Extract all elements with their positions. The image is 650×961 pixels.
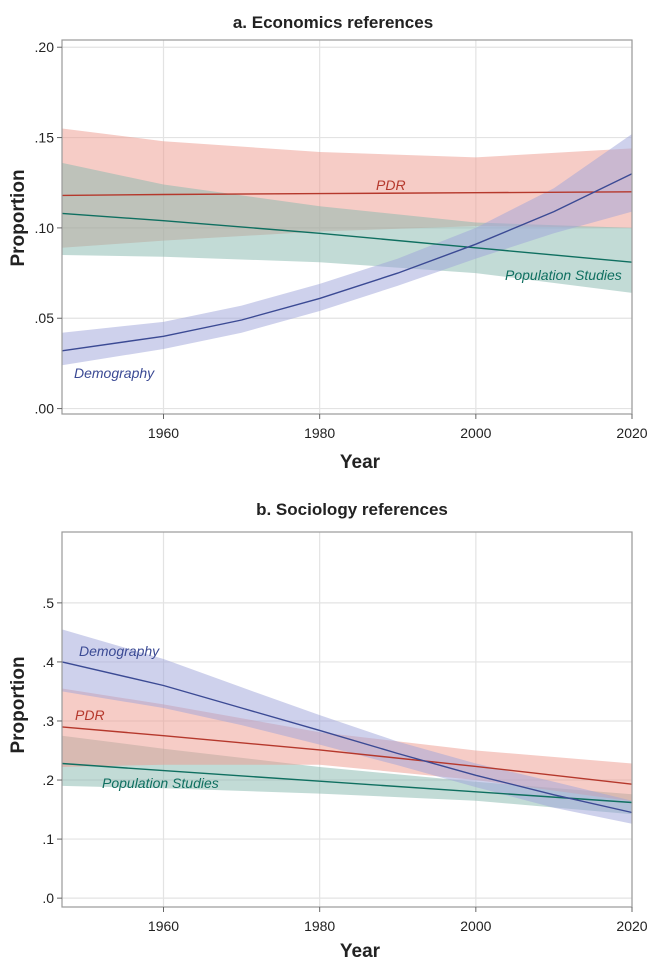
series-label-pdr: PDR bbox=[376, 177, 406, 193]
confidence-bands-b bbox=[62, 629, 632, 824]
panel-a-title: a. Economics references bbox=[233, 13, 433, 32]
series-lines-b bbox=[61, 661, 633, 814]
y-tick-label: .00 bbox=[35, 401, 55, 417]
y-tick-label: .5 bbox=[42, 595, 54, 611]
y-tick-label: .3 bbox=[42, 713, 54, 729]
x-axis-label-b: Year bbox=[340, 941, 381, 961]
plot-frame-b bbox=[61, 531, 633, 908]
y-tick-label: .0 bbox=[42, 890, 54, 906]
y-tick-label: .1 bbox=[42, 831, 54, 847]
x-tick-label: 1980 bbox=[304, 918, 335, 934]
y-tick-label: .15 bbox=[35, 130, 55, 146]
x-tick-labels-b: 1960 1980 2000 2020 bbox=[148, 918, 648, 934]
confidence-band-demography bbox=[62, 629, 632, 824]
x-tick-label: 1960 bbox=[148, 425, 179, 441]
y-tick-label: .20 bbox=[35, 39, 55, 55]
x-tick-labels-a: 1960 1980 2000 2020 bbox=[148, 425, 648, 441]
series-label-demography: Demography bbox=[79, 643, 160, 659]
series-line-pdr bbox=[61, 191, 633, 197]
x-axis-label-a: Year bbox=[340, 452, 381, 473]
x-tick-label: 2020 bbox=[616, 425, 647, 441]
series-line-population-studies bbox=[61, 212, 633, 263]
series-label-pdr: PDR bbox=[75, 707, 105, 723]
x-tick-label: 2000 bbox=[460, 425, 491, 441]
series-label-population-studies: Population Studies bbox=[505, 267, 622, 283]
panel-b-title: b. Sociology references bbox=[256, 500, 448, 519]
x-tick-label: 1980 bbox=[304, 425, 335, 441]
y-tick-label: .2 bbox=[42, 772, 54, 788]
panel-economics: a. Economics references .00 .05 .10 .15 … bbox=[8, 13, 648, 473]
y-tick-label: .10 bbox=[35, 220, 55, 236]
confidence-band-population-studies bbox=[62, 162, 632, 293]
series-label-population-studies: Population Studies bbox=[102, 775, 219, 791]
series-line-pdr bbox=[61, 726, 633, 785]
y-tick-label: .05 bbox=[35, 310, 55, 326]
y-axis-label-b: Proportion bbox=[8, 656, 29, 753]
x-tick-label: 2000 bbox=[460, 918, 491, 934]
y-tick-label: .4 bbox=[42, 654, 54, 670]
x-tick-label: 1960 bbox=[148, 918, 179, 934]
series-lines-a bbox=[61, 173, 633, 352]
y-tick-labels-a: .00 .05 .10 .15 .20 bbox=[35, 39, 55, 416]
plot-frame-a bbox=[61, 39, 633, 415]
x-tick-label: 2020 bbox=[616, 918, 647, 934]
series-label-demography: Demography bbox=[74, 365, 155, 381]
y-tick-labels-b: .0 .1 .2 .3 .4 .5 bbox=[42, 595, 54, 906]
series-line-demography bbox=[61, 661, 633, 814]
panel-sociology: b. Sociology references .0 .1 .2 .3 .4 .… bbox=[8, 500, 648, 961]
y-axis-label-a: Proportion bbox=[8, 169, 29, 266]
series-line-demography bbox=[61, 173, 633, 352]
series-line-population-studies bbox=[61, 762, 633, 804]
